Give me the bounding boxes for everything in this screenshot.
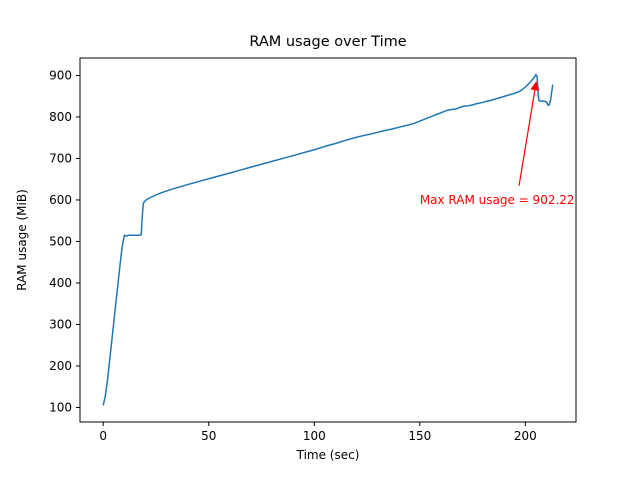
max-annotation-text: Max RAM usage = 902.22 bbox=[420, 193, 575, 207]
y-tick-label: 300 bbox=[49, 317, 72, 331]
plot-area: 0 50 100 150 200 100 200 300 400 500 600 700 800 900 M… bbox=[49, 57, 577, 443]
chart-title: RAM usage over Time bbox=[249, 34, 406, 50]
y-tick-label: 200 bbox=[49, 359, 72, 373]
annotation-arrow-head bbox=[530, 81, 540, 91]
x-tick-label: 0 bbox=[99, 429, 107, 443]
y-tick-label: 900 bbox=[49, 68, 72, 82]
annotation-arrow-line bbox=[518, 90, 536, 186]
x-tick-label: 50 bbox=[201, 429, 216, 443]
y-tick-label: 700 bbox=[49, 151, 72, 165]
y-tick-label: 600 bbox=[49, 193, 72, 207]
y-tick-label: 100 bbox=[49, 400, 72, 414]
axes-frame bbox=[79, 57, 577, 423]
ram-usage-line bbox=[102, 73, 554, 406]
y-axis-label: RAM usage (MiB) bbox=[15, 189, 29, 291]
x-axis-label: Time (sec) bbox=[296, 448, 360, 462]
y-tick-label: 400 bbox=[49, 276, 72, 290]
x-tick-label: 150 bbox=[408, 429, 431, 443]
x-tick-label: 100 bbox=[303, 429, 326, 443]
y-tick-label: 500 bbox=[49, 234, 72, 248]
y-tick-label: 800 bbox=[49, 110, 72, 124]
x-tick-label: 200 bbox=[514, 429, 537, 443]
